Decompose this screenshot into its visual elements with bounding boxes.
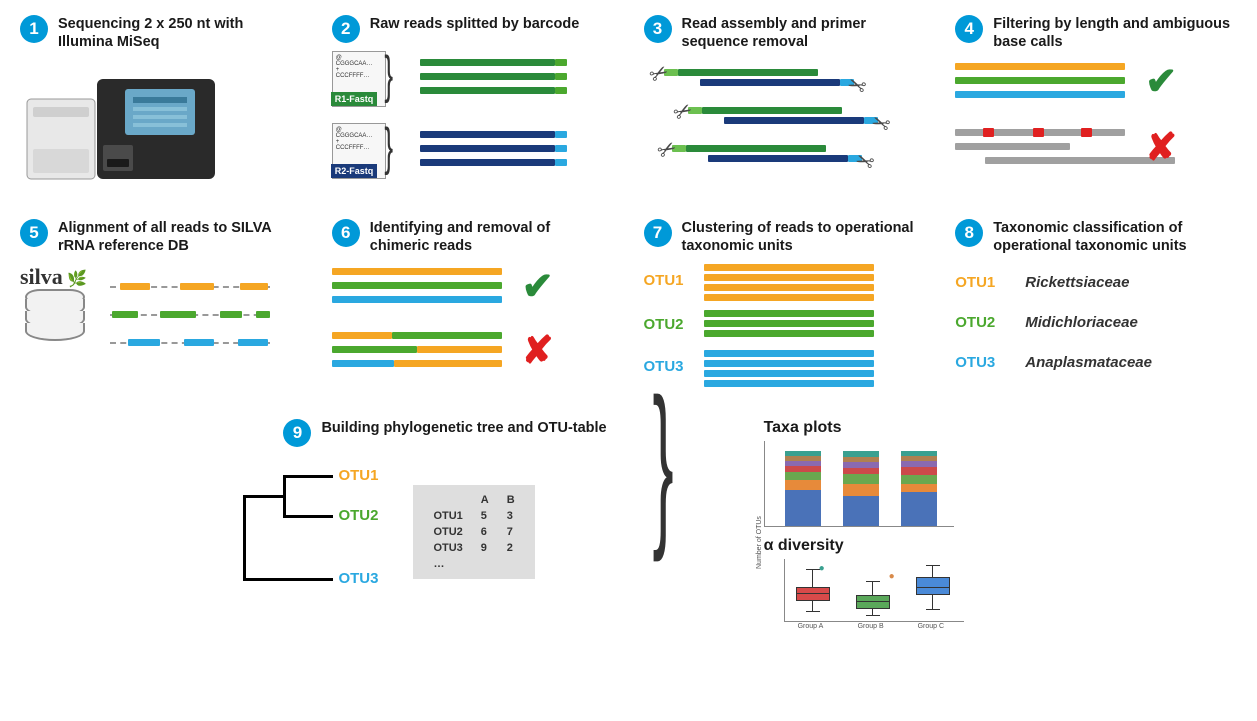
step-7-illus: OTU1 OTU2 OTU3 bbox=[644, 264, 926, 404]
read-bar bbox=[420, 145, 555, 152]
step-5-badge: 5 bbox=[20, 219, 48, 247]
read-bar bbox=[420, 131, 555, 138]
taxa-plot bbox=[764, 441, 954, 527]
r1-fastq-file: @ CGGGCAA… + CCCFFFF… R1-Fastq bbox=[332, 51, 386, 107]
brace-icon: } bbox=[384, 45, 393, 105]
step-9: 9 Building phylogenetic tree and OTU-tab… bbox=[233, 419, 653, 637]
scissors-icon: ✂ bbox=[668, 96, 697, 128]
read-bar bbox=[420, 59, 555, 66]
step-2: 2 Raw reads splitted by barcode @ CGGGCA… bbox=[332, 15, 614, 199]
step-4-title: Filtering by length and ambiguous base c… bbox=[993, 15, 1237, 51]
otu2-label: OTU2 bbox=[644, 316, 684, 333]
step-1: 1 Sequencing 2 x 250 nt with Illumina Mi… bbox=[20, 15, 302, 199]
step-9-illus: OTU1 OTU2 OTU3 AB OTU153 OTU267 OTU392 … bbox=[233, 455, 653, 615]
step-7: 7 Clustering of reads to operational tax… bbox=[644, 219, 926, 403]
otu-table: AB OTU153 OTU267 OTU392 … bbox=[413, 485, 534, 579]
step-3-illus: ✂ ✂ ✂ ✂ ✂ ✂ bbox=[644, 59, 926, 199]
check-icon: ✔ bbox=[522, 264, 554, 309]
big-brace-icon: } bbox=[653, 359, 674, 577]
step-3-title: Read assembly and primer sequence remova… bbox=[682, 15, 926, 51]
step-4: 4 Filtering by length and ambiguous base… bbox=[955, 15, 1237, 199]
x-icon: ✘ bbox=[522, 328, 554, 373]
step-5: 5 Alignment of all reads to SILVA rRNA r… bbox=[20, 219, 302, 403]
step-1-badge: 1 bbox=[20, 15, 48, 43]
step-1-title: Sequencing 2 x 250 nt with Illumina MiSe… bbox=[58, 15, 302, 51]
step-2-illus: @ CGGGCAA… + CCCFFFF… R1-Fastq } @ CGGGC… bbox=[332, 51, 614, 191]
step-8-title: Taxonomic classification of operational … bbox=[993, 219, 1237, 255]
step-8: 8 Taxonomic classification of operationa… bbox=[955, 219, 1237, 403]
steps-grid: 1 Sequencing 2 x 250 nt with Illumina Mi… bbox=[20, 15, 1237, 404]
step-6-title: Identifying and removal of chimeric read… bbox=[370, 219, 614, 255]
r2-fastq-file: @ CGGGCAA… + CCCFFFF… R2-Fastq bbox=[332, 123, 386, 179]
step-8-illus: OTU1 Rickettsiaceae OTU2 Midichloriaceae… bbox=[955, 264, 1237, 404]
read-bar bbox=[555, 73, 567, 80]
step-3-badge: 3 bbox=[644, 15, 672, 43]
miseq-illustration bbox=[20, 59, 302, 199]
step-4-illus: ✔ ✘ bbox=[955, 59, 1237, 199]
scissors-icon: ✂ bbox=[868, 107, 894, 138]
tax-midichloriaceae: Midichloriaceae bbox=[1025, 314, 1138, 331]
read-bar bbox=[555, 131, 567, 138]
outputs: Taxa plots α diversity Number of OTUs ● … bbox=[764, 419, 1024, 637]
brace-icon: } bbox=[384, 117, 393, 177]
alpha-diversity-title: α diversity bbox=[764, 537, 1024, 555]
step-4-badge: 4 bbox=[955, 15, 983, 43]
x-icon: ✘ bbox=[1145, 125, 1177, 170]
miseq-icon bbox=[25, 59, 225, 189]
database-icon bbox=[25, 292, 95, 341]
step-6: 6 Identifying and removal of chimeric re… bbox=[332, 219, 614, 403]
scissors-icon: ✂ bbox=[652, 134, 681, 166]
read-bar bbox=[420, 159, 555, 166]
step-2-title: Raw reads splitted by barcode bbox=[370, 15, 580, 33]
read-bar bbox=[555, 145, 567, 152]
tax-anaplasmataceae: Anaplasmataceae bbox=[1025, 354, 1152, 371]
step-8-badge: 8 bbox=[955, 219, 983, 247]
step-6-illus: ✔ ✘ bbox=[332, 264, 614, 404]
step-9-badge: 9 bbox=[283, 419, 311, 447]
step-9-title: Building phylogenetic tree and OTU-table bbox=[321, 419, 606, 437]
boxplot: Number of OTUs ● ● Group A Gr bbox=[764, 559, 974, 637]
taxa-plots-title: Taxa plots bbox=[764, 419, 1024, 437]
step-9-row: 9 Building phylogenetic tree and OTU-tab… bbox=[20, 419, 1237, 637]
step-5-title: Alignment of all reads to SILVA rRNA ref… bbox=[58, 219, 302, 255]
scissors-icon: ✂ bbox=[644, 58, 673, 90]
read-bar bbox=[555, 59, 567, 66]
step-6-badge: 6 bbox=[332, 219, 360, 247]
read-bar bbox=[420, 73, 555, 80]
step-7-badge: 7 bbox=[644, 219, 672, 247]
otu1-label: OTU1 bbox=[644, 272, 684, 289]
silva-label: silva 🌿 bbox=[20, 264, 87, 290]
step-5-illus: silva 🌿 bbox=[20, 264, 302, 404]
read-bar bbox=[420, 87, 555, 94]
step-7-title: Clustering of reads to operational taxon… bbox=[682, 219, 926, 255]
check-icon: ✔ bbox=[1145, 59, 1177, 104]
tax-rickettsiaceae: Rickettsiaceae bbox=[1025, 274, 1129, 291]
scissors-icon: ✂ bbox=[844, 69, 870, 100]
read-bar bbox=[555, 87, 567, 94]
scissors-icon: ✂ bbox=[852, 145, 878, 176]
step-3: 3 Read assembly and primer sequence remo… bbox=[644, 15, 926, 199]
read-bar bbox=[555, 159, 567, 166]
step-2-badge: 2 bbox=[332, 15, 360, 43]
